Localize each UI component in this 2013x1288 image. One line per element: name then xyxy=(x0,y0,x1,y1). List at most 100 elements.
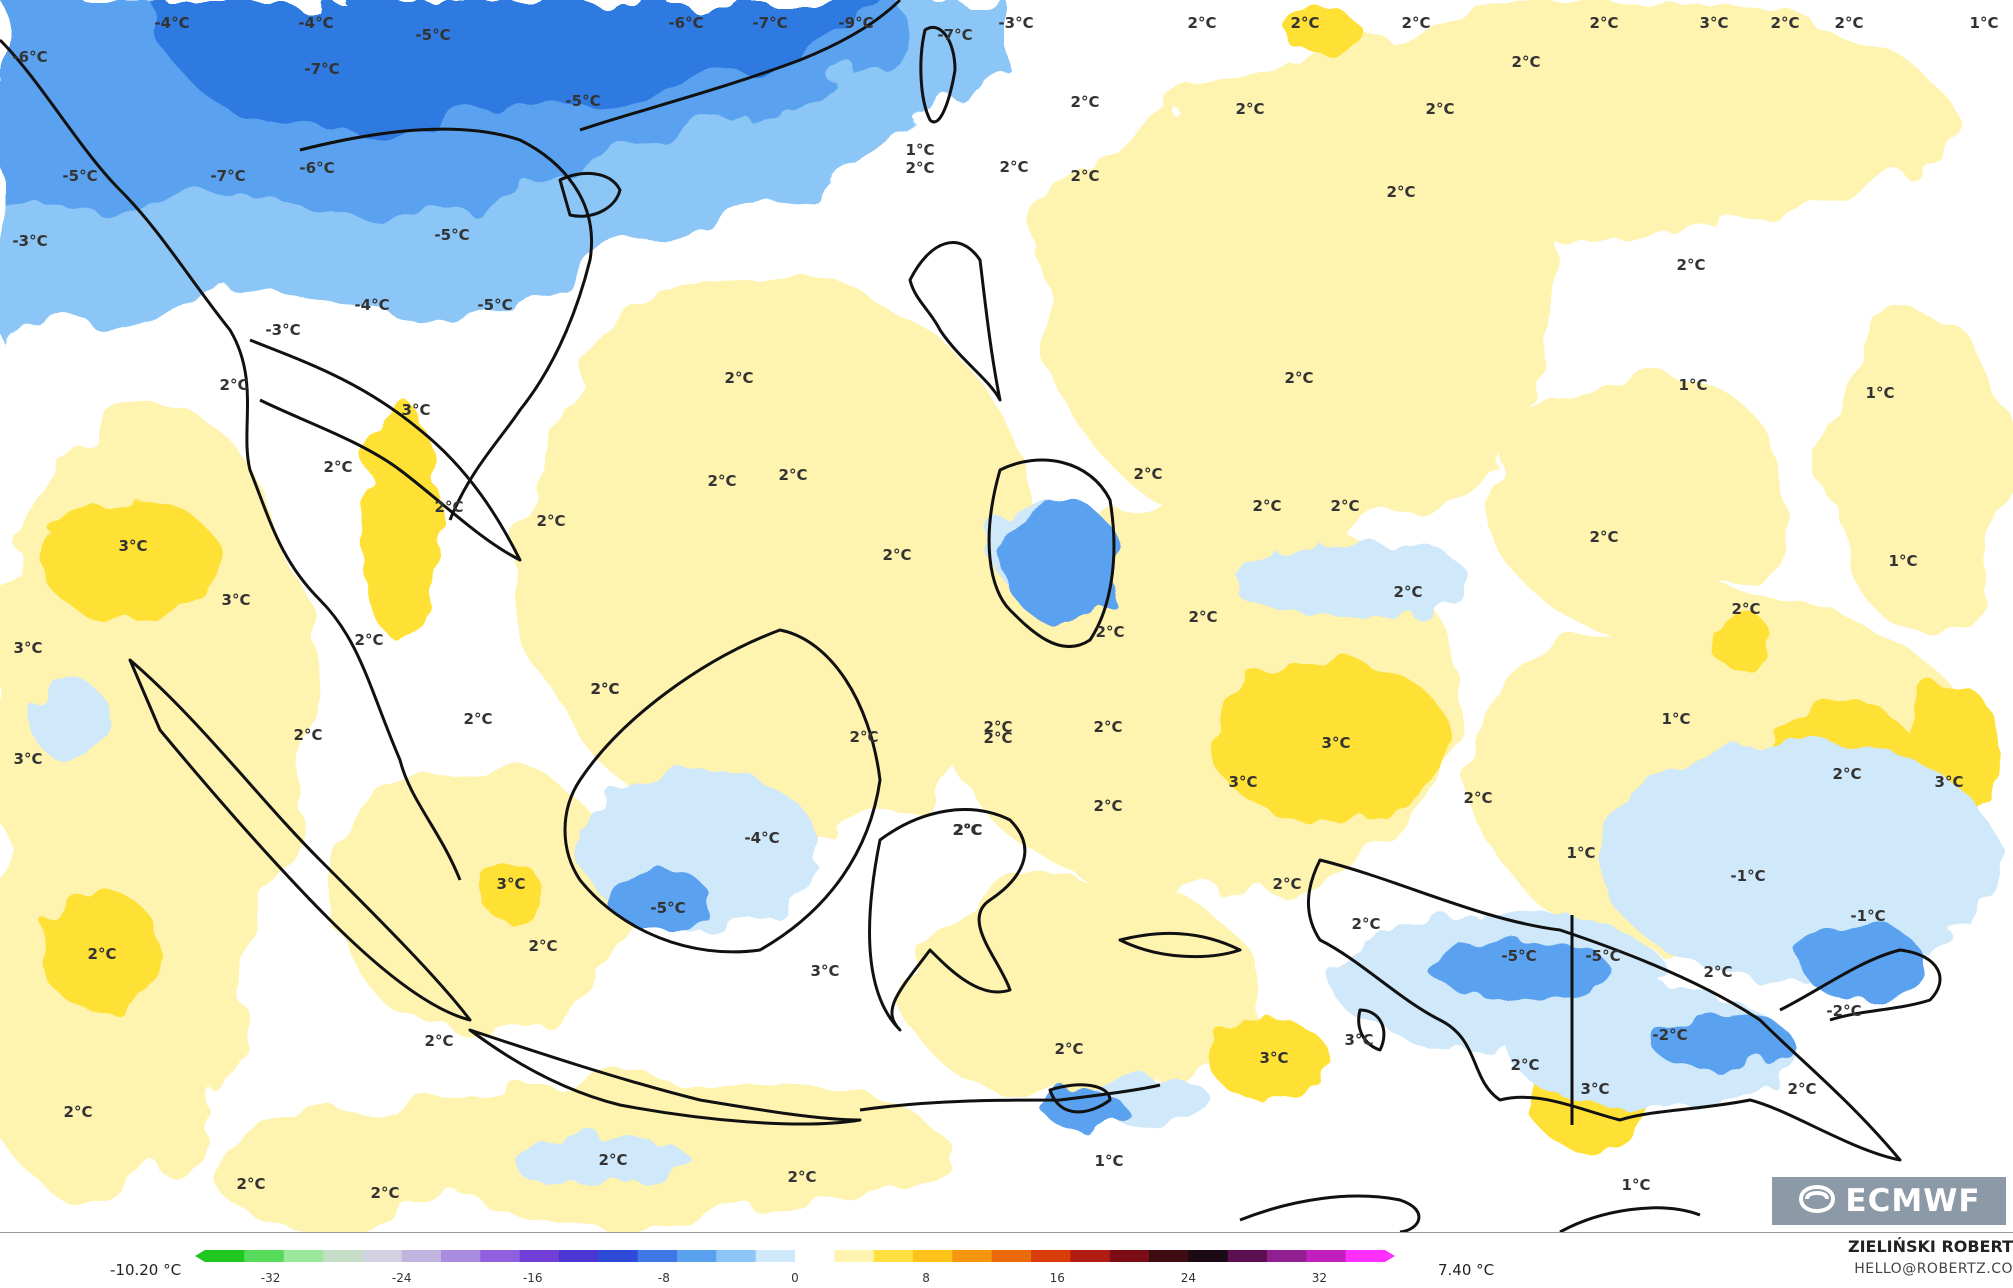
temperature-label: -5°C xyxy=(434,226,469,244)
temperature-label: 3°C xyxy=(1229,773,1258,791)
author-name: ZIELIŃSKI ROBERT xyxy=(1847,1237,2013,1256)
temperature-label: -6°C xyxy=(12,48,47,66)
temperature-label: 2°C xyxy=(1464,789,1493,807)
color-scale-bar: -32 -24 -16 -8 0 8 16 24 32 xyxy=(195,1250,1395,1285)
temperature-label: -3°C xyxy=(998,14,1033,32)
color-scale-cell xyxy=(913,1250,953,1262)
color-scale-cell xyxy=(480,1250,521,1262)
temperature-label: -4°C xyxy=(298,14,333,32)
temperature-label: 3°C xyxy=(1322,734,1351,752)
temperature-label: 2°C xyxy=(1285,369,1314,387)
temperature-label: 2°C xyxy=(1188,14,1217,32)
color-scale-cell xyxy=(716,1250,757,1262)
temperature-label: 1°C xyxy=(1095,1152,1124,1170)
temperature-label: 2°C xyxy=(355,631,384,649)
temperature-label: 2°C xyxy=(1677,256,1706,274)
color-scale-cell xyxy=(598,1250,639,1262)
author-email: HELLO@ROBERTZ.CO xyxy=(1854,1261,2013,1277)
temperature-label: 2°C xyxy=(1094,718,1123,736)
temperature-label: -7°C xyxy=(937,26,972,44)
temperature-label: 2°C xyxy=(1291,14,1320,32)
color-scale-cell xyxy=(755,1250,796,1262)
temperature-label: 3°C xyxy=(1935,773,1964,791)
temperature-label: 2°C xyxy=(1387,183,1416,201)
temperature-label: 2°C xyxy=(1000,158,1029,176)
temperature-label: 2°C xyxy=(1512,53,1541,71)
temperature-label: 3°C xyxy=(497,875,526,893)
color-scale-cell xyxy=(1227,1250,1268,1262)
temperature-label: -5°C xyxy=(1501,947,1536,965)
temperature-label: 2°C xyxy=(1833,765,1862,783)
legend-footer: -10.20 °C -32 -24 -16 -8 0 8 16 24 32 7.40 °C ZI… xyxy=(0,1232,2013,1288)
color-scale-cell xyxy=(952,1250,993,1262)
color-scale-cell xyxy=(205,1250,245,1262)
temperature-label: -5°C xyxy=(477,296,512,314)
temperature-label: 3°C xyxy=(14,750,43,768)
color-scale-cell xyxy=(677,1250,717,1262)
temperature-label: -9°C xyxy=(838,14,873,32)
temperature-label: 2°C xyxy=(294,726,323,744)
temperature-label: -3°C xyxy=(12,232,47,250)
temperature-label: 1°C xyxy=(906,141,935,159)
temperature-label: -5°C xyxy=(650,899,685,917)
temperature-label: 2°C xyxy=(1253,497,1282,515)
temperature-label: 2°C xyxy=(1055,1040,1084,1058)
temperature-label: -3°C xyxy=(265,321,300,339)
temperature-label: -5°C xyxy=(62,167,97,185)
color-scale-cell xyxy=(1345,1250,1386,1262)
temperature-label: 1°C xyxy=(1679,376,1708,394)
color-scale-tick-label: -32 xyxy=(261,1271,281,1285)
color-scale-cell xyxy=(873,1250,914,1262)
temperature-label: 2°C xyxy=(1189,608,1218,626)
color-scale-cell xyxy=(1070,1250,1111,1262)
temperature-label: 2°C xyxy=(1704,963,1733,981)
temperature-label: 1°C xyxy=(1622,1176,1651,1194)
legend-min-label: -10.20 °C xyxy=(110,1261,182,1279)
temperature-label: 2°C xyxy=(425,1032,454,1050)
temperature-label: 2°C xyxy=(1590,14,1619,32)
temperature-label: 1°C xyxy=(1866,384,1895,402)
temperature-label: 2°C xyxy=(953,821,982,839)
temperature-label: 2°C xyxy=(1352,915,1381,933)
color-scale-cell xyxy=(1109,1250,1150,1262)
temperature-label: -7°C xyxy=(210,167,245,185)
temperature-label: 3°C xyxy=(1260,1049,1289,1067)
temperature-label: 2°C xyxy=(1402,14,1431,32)
temperature-label: 2°C xyxy=(237,1175,266,1193)
temperature-label: 2°C xyxy=(599,1151,628,1169)
temperature-label: 2°C xyxy=(1071,93,1100,111)
temperature-label: 2°C xyxy=(984,718,1013,736)
temperature-label: 2°C xyxy=(64,1103,93,1121)
temperature-label: -5°C xyxy=(415,26,450,44)
color-scale-cell xyxy=(1031,1250,1071,1262)
temperature-label: 2°C xyxy=(1236,100,1265,118)
temperature-label: 2°C xyxy=(371,1184,400,1202)
color-scale-tick-label: 24 xyxy=(1181,1271,1196,1285)
color-scale-cell xyxy=(559,1250,599,1262)
color-scale-tick-label: -16 xyxy=(523,1271,543,1285)
color-scale-tick-label: -24 xyxy=(392,1271,412,1285)
temperature-label: 2°C xyxy=(1273,875,1302,893)
temperature-label: 2°C xyxy=(1788,1080,1817,1098)
temperature-label: 3°C xyxy=(402,401,431,419)
ecmwf-swirl-icon xyxy=(1797,1184,1837,1218)
coastlines xyxy=(0,0,1942,1232)
color-scale-cells xyxy=(195,1250,1395,1262)
temperature-label: 1°C xyxy=(1662,710,1691,728)
temperature-label: 1°C xyxy=(1567,844,1596,862)
blue-patches xyxy=(610,500,1920,1130)
temperature-label: 2°C xyxy=(1426,100,1455,118)
temperature-label: -6°C xyxy=(668,14,703,32)
color-scale-cell xyxy=(362,1250,403,1262)
color-scale-ticks: -32 -24 -16 -8 0 8 16 24 32 xyxy=(261,1271,1327,1285)
temperature-label: 3°C xyxy=(14,639,43,657)
temperature-label: 2°C xyxy=(1732,600,1761,618)
temperature-label: 2°C xyxy=(324,458,353,476)
color-scale-cell xyxy=(795,1250,835,1262)
temperature-label: 2°C xyxy=(1590,528,1619,546)
temperature-label: -4°C xyxy=(354,296,389,314)
temperature-label: 2°C xyxy=(1771,14,1800,32)
temperature-label: 2°C xyxy=(779,466,808,484)
color-scale-tick-label: 8 xyxy=(922,1271,930,1285)
color-scale-cell xyxy=(991,1250,1032,1262)
